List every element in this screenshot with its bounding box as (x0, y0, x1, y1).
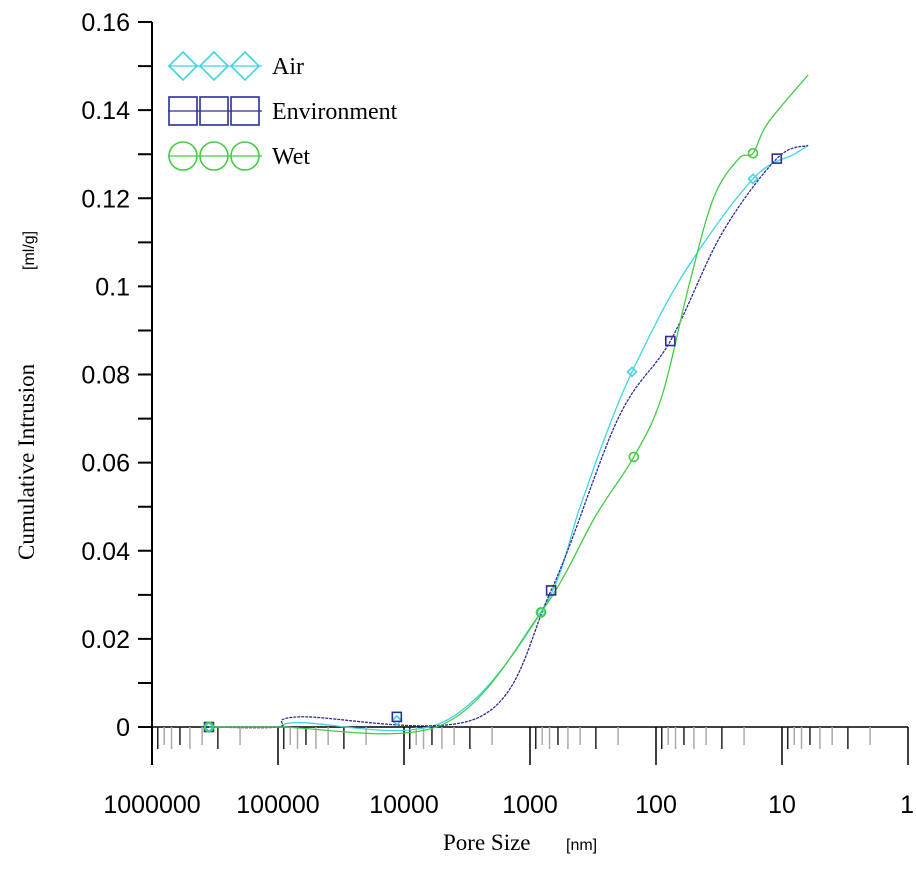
marker-environment (771, 153, 783, 164)
x-minor-ticks (157, 727, 871, 749)
marker-environment (665, 335, 676, 347)
series-lines (208, 74, 809, 735)
legend-marker-wet (199, 141, 229, 171)
legend-marker-environment (199, 96, 229, 126)
marker-wet (628, 451, 640, 463)
x-axis-label: Pore Size (443, 830, 531, 855)
y-axis-unit: [ml/g] (21, 231, 38, 270)
y-tick-label: 0.1 (95, 273, 130, 301)
x-tick-label: 1000 (502, 791, 558, 819)
x-tick-label: 100 (635, 791, 677, 819)
marker-air (391, 714, 403, 727)
y-axis-label: Cumulative Intrusion (14, 363, 39, 560)
series-markers (203, 148, 783, 733)
y-tick-label: 0 (116, 714, 130, 742)
x-tick-label: 1000000 (103, 791, 200, 819)
marker-environment (391, 711, 403, 723)
x-tick-label: 100000 (236, 791, 319, 819)
y-tick-label: 0.06 (81, 450, 130, 478)
marker-environment (545, 585, 557, 596)
x-tick-label: 1 (900, 791, 914, 819)
y-tick-label: 0.12 (81, 185, 130, 213)
y-tick-label: 0.02 (81, 626, 130, 654)
series-line-wet (208, 74, 809, 735)
marker-wet (203, 721, 215, 733)
y-tick-label: 0.14 (81, 97, 130, 125)
y-tick-label: 0.04 (81, 538, 130, 566)
legend-label-wet: Wet (272, 144, 310, 170)
legend-marker-wet (168, 141, 198, 171)
x-axis-unit: [nm] (566, 837, 597, 854)
y-tick-label: 0.16 (81, 9, 130, 37)
marker-air (626, 366, 638, 378)
legend-marker-air (167, 50, 199, 82)
legend-label-air: Air (272, 54, 304, 80)
legend-marker-air (229, 50, 261, 82)
marker-wet (535, 607, 547, 618)
legend-marker-air (198, 50, 230, 82)
legend: Air Environment Wet (167, 50, 398, 171)
legend-marker-environment (230, 96, 260, 126)
legend-marker-wet (230, 141, 260, 171)
axes: 0 0.02 0.04 0.06 0.08 0.1 0.12 0.14 0.16 1000000 1… (81, 9, 914, 819)
legend-label-environment: Environment (272, 99, 398, 125)
series-line-air (208, 144, 809, 732)
x-tick-label: 10 (768, 791, 796, 819)
x-tick-label: 10000 (369, 791, 439, 819)
y-tick-label: 0.08 (81, 362, 130, 390)
series-line-environment (208, 144, 809, 729)
marker-wet (747, 148, 759, 159)
legend-marker-environment (168, 96, 198, 126)
marker-air (747, 173, 759, 185)
